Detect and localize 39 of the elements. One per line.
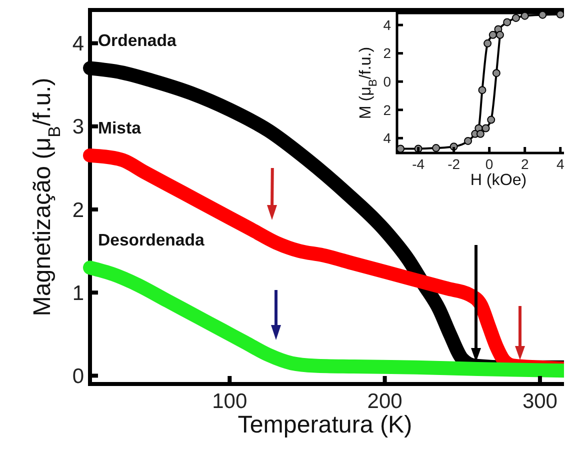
y-tick-label: 1 [72, 282, 84, 305]
x-axis-title: Temperatura (K) [238, 411, 412, 438]
x-tick-label: -4 [412, 156, 425, 172]
x-tick-label: 4 [556, 156, 564, 172]
y-tick-label: 4 [383, 130, 392, 146]
point [482, 124, 490, 132]
point [503, 18, 512, 26]
point [478, 86, 486, 94]
point [484, 39, 492, 48]
point [492, 69, 500, 78]
y-tick-label: 4 [72, 32, 84, 56]
y-tick-label: 4 [383, 16, 392, 33]
x-tick-label: 0 [485, 156, 494, 172]
x-tick-label: -2 [448, 156, 460, 172]
point [487, 116, 496, 124]
y-tick-label: 2 [383, 45, 392, 62]
x-tick-label: 300 [522, 390, 558, 414]
x-tick-label: 200 [367, 390, 402, 414]
y-tick-label: 3 [72, 116, 84, 139]
point [556, 10, 564, 18]
y-tick-label: 2 [72, 198, 84, 222]
series-label: Desordenada [98, 230, 205, 250]
point [512, 14, 520, 22]
y-tick-label: 2 [383, 102, 392, 118]
series-label: Ordenada [98, 31, 177, 50]
point [432, 144, 440, 152]
point [538, 10, 547, 19]
point [496, 30, 504, 39]
point [488, 30, 497, 39]
x-axis-title: H (kOe) [470, 171, 527, 190]
series-label: Mista [98, 118, 142, 138]
point [396, 144, 405, 153]
x-tick-label: 100 [212, 390, 248, 414]
point [464, 136, 472, 145]
point [520, 12, 529, 20]
x-tick-label: 2 [520, 156, 529, 172]
point [476, 130, 484, 138]
y-tick-label: 0 [72, 365, 84, 388]
y-tick-label: 0 [383, 73, 392, 90]
